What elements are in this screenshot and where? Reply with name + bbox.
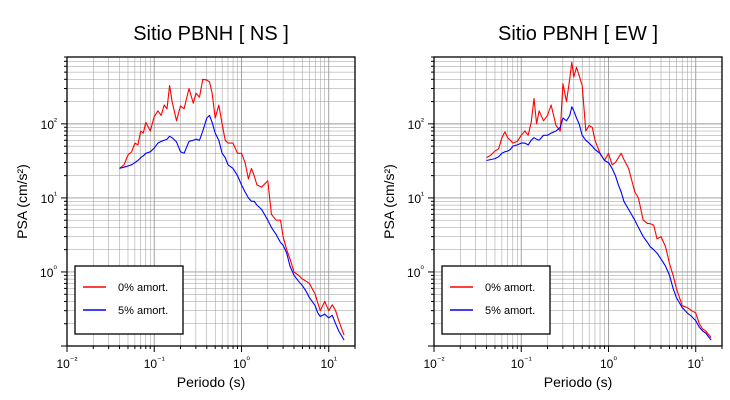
y-tick-label: 10¹ <box>41 190 57 206</box>
x-tick-label: 10⁻² <box>423 355 444 371</box>
y-axis-label: PSA (cm/s²) <box>14 164 30 239</box>
legend-label: 0% amort. <box>485 282 535 294</box>
legend-box <box>441 265 551 335</box>
y-tick-label: 10² <box>41 116 57 132</box>
x-tick-label: 10⁰ <box>600 355 617 371</box>
y-tick-label: 10² <box>408 116 424 132</box>
x-tick-label: 10⁻¹ <box>511 355 532 371</box>
y-tick-label: 10⁰ <box>407 264 424 280</box>
series-group <box>486 61 712 341</box>
x-tick-label: 10¹ <box>688 355 704 371</box>
x-tick-label: 10⁰ <box>233 355 250 371</box>
series-line-red <box>119 78 345 336</box>
x-axis-label: Periodo (s) <box>177 374 245 390</box>
chart-ns: Sitio PBNH [ NS ] 10⁻² 10⁻¹ 10⁰ 10¹ 10⁰ 10¹ 10²… <box>14 23 356 390</box>
series-line-blue <box>486 106 712 341</box>
tick-marks <box>61 56 356 352</box>
y-tick-label: 10⁰ <box>40 264 57 280</box>
x-tick-label: 10¹ <box>321 355 337 371</box>
chart-title: Sitio PBNH [ NS ] <box>133 23 289 45</box>
chart-title: Sitio PBNH [ EW ] <box>498 23 658 45</box>
series-line-blue <box>119 114 345 341</box>
tick-marks <box>428 56 723 352</box>
series-line-red <box>486 61 712 338</box>
legend-label: 5% amort. <box>485 305 535 317</box>
legend-box <box>74 265 184 335</box>
x-tick-label: 10⁻¹ <box>144 355 165 371</box>
legend: 0% amort. 5% amort. <box>441 265 551 335</box>
chart-ew: Sitio PBNH [ EW ] 10⁻² 10⁻¹ 10⁰ 10¹ 10⁰ 10¹ 10²… <box>381 23 723 390</box>
x-axis-label: Periodo (s) <box>544 374 612 390</box>
grid <box>66 56 356 347</box>
legend: 0% amort. 5% amort. <box>74 265 184 335</box>
series-group <box>119 78 345 341</box>
legend-label: 5% amort. <box>118 305 168 317</box>
y-tick-label: 10¹ <box>408 190 424 206</box>
legend-label: 0% amort. <box>118 282 168 294</box>
y-axis-label: PSA (cm/s²) <box>381 164 397 239</box>
x-tick-label: 10⁻² <box>56 355 77 371</box>
